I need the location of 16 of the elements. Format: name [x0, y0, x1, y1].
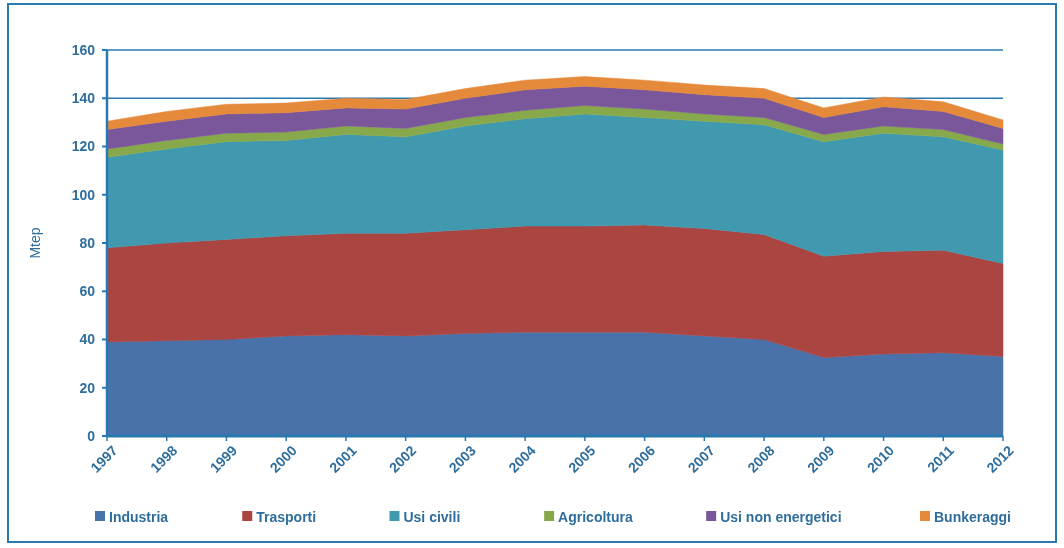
- y-tick-label: 40: [79, 331, 96, 348]
- legend-label: Agricoltura: [558, 509, 634, 525]
- legend-label: Usi non energetici: [720, 509, 842, 525]
- y-tick-label: 20: [79, 379, 96, 396]
- y-tick-label: 100: [71, 186, 96, 203]
- y-tick-label: 120: [71, 138, 96, 155]
- legend-label: Industria: [109, 509, 169, 525]
- y-tick-label: 140: [71, 90, 96, 107]
- legend-label: Bunkeraggi: [934, 509, 1012, 525]
- y-axis-title: Mtep: [27, 227, 43, 259]
- y-tick-label: 60: [79, 283, 96, 300]
- y-tick-label: 160: [71, 41, 96, 58]
- y-tick-label: 0: [87, 427, 96, 444]
- y-tick-label: 80: [79, 234, 96, 251]
- legend-label: Trasporti: [256, 509, 317, 525]
- legend-label: Usi civili: [403, 509, 461, 525]
